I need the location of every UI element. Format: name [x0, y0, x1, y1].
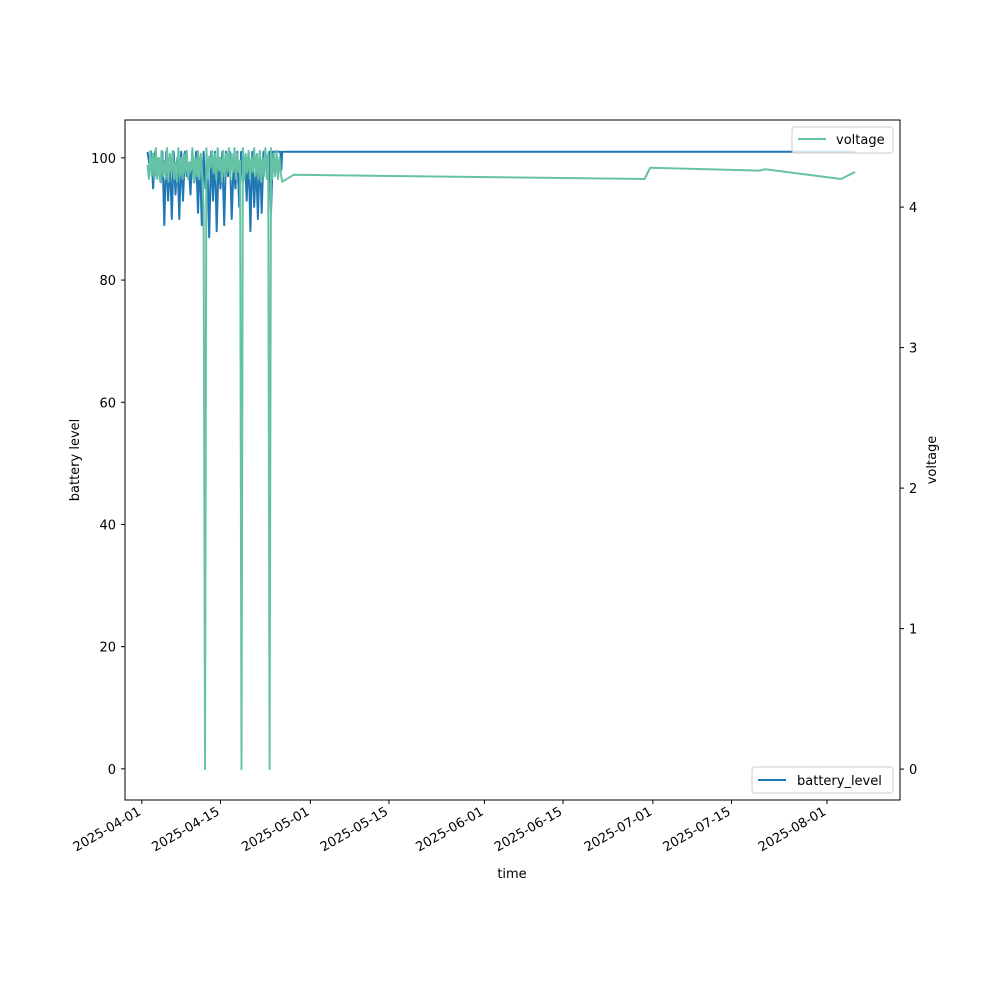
y2-axis-label: voltage — [925, 436, 940, 485]
legend-voltage-label: voltage — [836, 133, 885, 148]
plot-area — [146, 147, 856, 771]
series-line-voltage — [146, 147, 856, 771]
y-tick-label: 60 — [99, 396, 116, 411]
y2-tick-label: 0 — [909, 763, 917, 778]
y-tick-label: 40 — [99, 518, 116, 533]
legend-battery-level: battery_level — [751, 766, 894, 794]
y2-tick-label: 2 — [909, 482, 917, 497]
legend-battery-level-frame — [751, 766, 894, 794]
y2-tick-label: 4 — [909, 201, 917, 216]
y2-tick-label: 1 — [909, 623, 917, 638]
y-tick-label: 100 — [91, 152, 116, 167]
y-axis-left: 0 20 40 60 80 100 — [91, 152, 125, 778]
y-tick-label: 20 — [99, 641, 116, 656]
y-tick-label: 80 — [99, 274, 116, 289]
axes-frame — [124, 119, 901, 801]
legend-battery-level-label: battery_level — [797, 774, 882, 789]
y-axis-label: battery level — [68, 419, 83, 502]
legend-voltage-frame — [791, 126, 894, 154]
legend-voltage: voltage — [791, 126, 894, 154]
y2-tick-label: 3 — [909, 342, 917, 357]
axes-border — [124, 119, 901, 801]
y-axis-right: 0 1 2 3 4 — [900, 201, 917, 778]
x-axis-label: time — [497, 867, 526, 882]
y-tick-label: 0 — [108, 763, 116, 778]
